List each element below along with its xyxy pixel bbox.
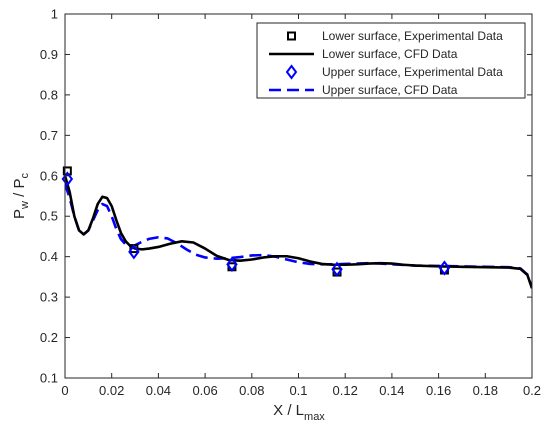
y-tick-label: 1 [51,7,58,22]
y-tick-label: 0.2 [40,330,58,345]
y-tick-label: 0.5 [40,209,58,224]
x-tick-label: 0.14 [379,383,404,398]
y-tick-label: 0.4 [40,249,58,264]
series-2-point [226,256,238,273]
series-2-point [128,244,140,260]
x-tick-label: 0.06 [192,383,217,398]
x-axis: 0 0.02 0.04 0.06 0.08 0.1 0.12 0.14 0.16 0.18 0.2 [61,14,541,398]
x-tick-label: 0.02 [99,383,124,398]
series-2-point [61,171,74,187]
legend-box [256,22,526,99]
y-tick-label: 0.3 [40,290,58,305]
x-tick-label: 0.1 [289,383,307,398]
y-axis-label: Pw / Pc [11,173,31,219]
y-axis: 0.1 0.2 0.3 0.4 0.5 0.6 0.7 0.8 0.9 1 [40,7,532,386]
x-tick-label: 0 [61,383,68,398]
y-tick-label: 0.1 [40,371,58,386]
marker-layer [61,166,451,277]
legend-marker-2 [285,64,298,80]
legend-label-3: Upper surface, CFD Data [322,83,458,97]
legend: Lower surface, Experimental Data Lower su… [256,22,526,99]
x-tick-label: 0.04 [146,383,171,398]
x-tick-label: 0.2 [523,383,541,398]
y-tick-label: 0.9 [40,47,58,62]
y-tick-label: 0.8 [40,87,58,102]
y-tick-label: 0.6 [40,168,58,183]
x-tick-label: 0.16 [426,383,451,398]
data-layer [65,175,532,289]
y-tick-label: 0.7 [40,128,58,143]
legend-marker-0 [287,31,296,41]
series-2-point [331,261,343,277]
legend-label-0: Lower surface, Experimental Data [322,29,503,43]
x-axis-label: X / Lmax [273,402,325,423]
series-line-1 [65,175,532,289]
legend-label-2: Upper surface, Experimental Data [322,65,503,79]
x-tick-label: 0.12 [333,383,358,398]
x-tick-label: 0.08 [239,383,264,398]
series-2-point [438,260,451,276]
x-tick-label: 0.18 [473,383,498,398]
legend-label-1: Lower surface, CFD Data [322,47,458,61]
